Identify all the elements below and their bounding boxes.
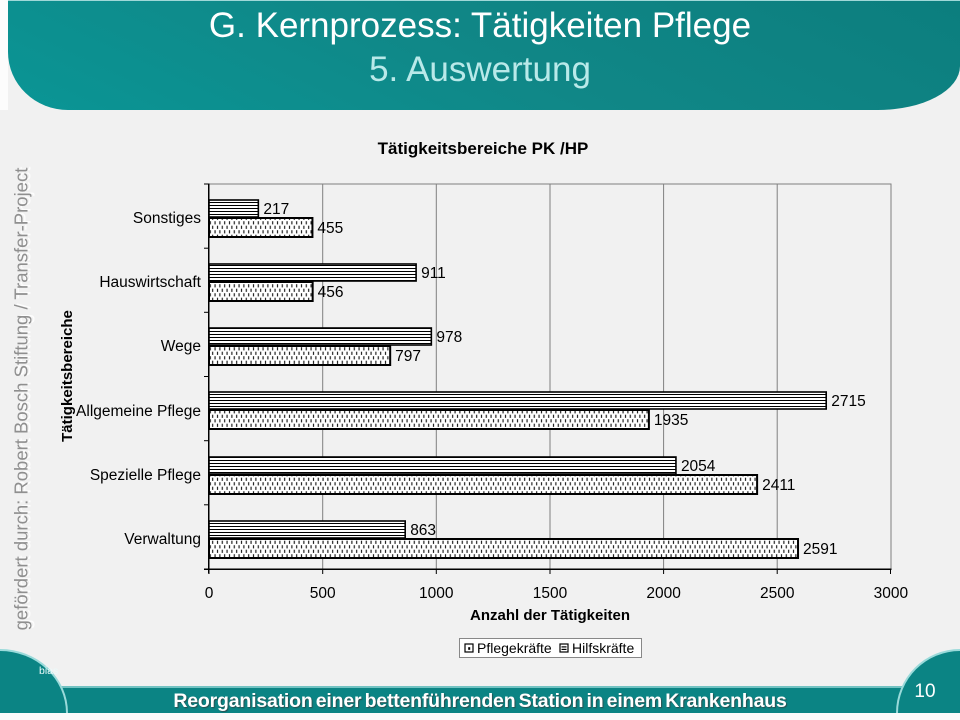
svg-text:2715: 2715 [831,393,865,410]
svg-text:Anzahl der Tätigkeiten: Anzahl der Tätigkeiten [470,607,630,624]
svg-text:797: 797 [395,348,421,365]
svg-text:Sonstiges: Sonstiges [133,210,201,227]
svg-text:500: 500 [310,585,336,602]
svg-text:1000: 1000 [419,585,454,602]
svg-text:2591: 2591 [803,541,837,558]
svg-text:Wege: Wege [161,338,201,355]
svg-text:2500: 2500 [760,585,795,602]
svg-text:Pflegekräfte: Pflegekräfte [477,640,552,656]
svg-text:1500: 1500 [533,585,568,602]
svg-text:2411: 2411 [762,477,795,494]
svg-text:3000: 3000 [874,585,909,602]
svg-text:2000: 2000 [646,585,681,602]
svg-text:Spezielle Pflege: Spezielle Pflege [90,467,201,484]
svg-text:863: 863 [410,522,436,539]
svg-text:456: 456 [318,284,344,301]
svg-text:Tätigkeitsbereiche: Tätigkeitsbereiche [59,310,76,442]
svg-text:Hauswirtschaft: Hauswirtschaft [99,274,201,291]
svg-text:911: 911 [421,265,446,282]
svg-text:2054: 2054 [681,458,716,475]
svg-text:Verwaltung: Verwaltung [124,531,201,548]
svg-text:455: 455 [317,220,343,237]
svg-text:Tätigkeitsbereiche PK /HP: Tätigkeitsbereiche PK /HP [378,139,589,158]
svg-text:0: 0 [205,585,214,602]
svg-text:1935: 1935 [654,412,688,429]
svg-text:Hilfskräfte: Hilfskräfte [572,640,634,656]
svg-text:217: 217 [263,201,289,218]
svg-text:978: 978 [436,329,462,346]
svg-text:Allgemeine Pflege: Allgemeine Pflege [76,403,201,420]
